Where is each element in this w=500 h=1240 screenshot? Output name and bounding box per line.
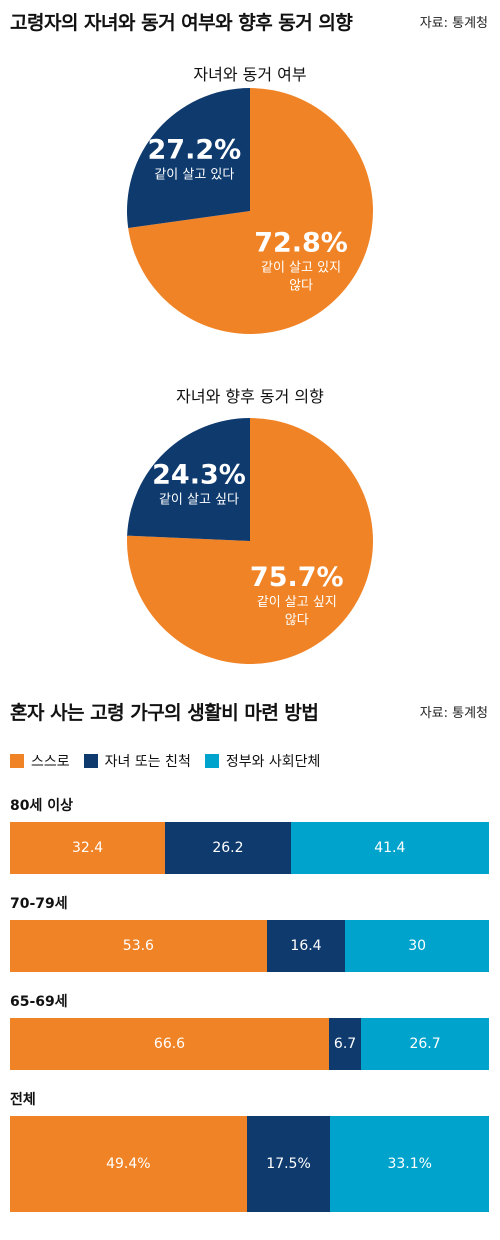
bar-segment-2-2-label: 26.7: [409, 1036, 441, 1052]
legend-swatch-government: [204, 754, 219, 768]
section2-source: 자료: 통계청: [419, 706, 488, 721]
pie2-slice-1-label: 같이 살고 싶다: [159, 493, 239, 508]
bar-group-label: 65-69세: [10, 994, 68, 1010]
legend-swatch-self: [10, 754, 24, 768]
legend-swatch-children: [83, 754, 98, 768]
bar-segment-1-1-label: 16.4: [290, 938, 322, 954]
bar-segment-3-1-label: 17.5%: [266, 1156, 311, 1172]
section1-title: 고령자의 자녀와 동거 여부와 향후 동거 의향: [10, 12, 353, 34]
bar-segment-3-0: 49.4%: [10, 1116, 247, 1212]
legend-item-children: 자녀 또는 친척: [83, 751, 191, 771]
pie1-slice-0: [128, 88, 373, 334]
bar-segment-1-0-label: 53.6: [122, 938, 154, 954]
legend-item-self: 스스로: [10, 751, 70, 771]
bar-segment-0-2-label: 41.4: [374, 840, 406, 856]
pie1-slice-1: [127, 88, 250, 228]
legend-label-children: 자녀 또는 친척: [104, 754, 191, 770]
pie2-slice-1-value: 24.3%: [152, 460, 246, 491]
bar-group-label: 80세 이상: [10, 798, 73, 814]
bar-segment-3-2: 33.1%: [330, 1116, 489, 1212]
bar-segment-2-1-label: 6.7: [333, 1036, 357, 1052]
bar-segment-0-0: 32.4: [10, 822, 166, 874]
bar-segment-1-1: 16.4: [266, 920, 346, 972]
section1-source: 자료: 통계청: [419, 16, 488, 31]
bar-segment-2-0: 66.6: [10, 1018, 329, 1070]
bar-segment-3-2-label: 33.1%: [387, 1156, 432, 1172]
pie2-slice-1: [127, 418, 250, 541]
stacked-bar: 66.6 6.7 26.7: [10, 1018, 489, 1070]
bar-group-label: 전체: [10, 1092, 36, 1108]
pie2-slice-0-label: 같이 살고 싶지: [257, 595, 337, 610]
legend-label-self: 스스로: [31, 754, 70, 770]
pie1-slice-0-label: 같이 살고 있지: [261, 260, 341, 275]
stacked-bar: 49.4% 17.5% 33.1%: [10, 1116, 489, 1212]
bar-segment-0-0-label: 32.4: [72, 840, 104, 856]
bar-segment-0-1-label: 26.2: [212, 840, 244, 856]
bar-segment-2-1: 6.7: [329, 1018, 362, 1070]
bar-segment-3-1: 17.5%: [246, 1116, 331, 1212]
pie2-title: 자녀와 향후 동거 의향: [176, 387, 324, 406]
legend-label-government: 정부와 사회단체: [225, 754, 321, 770]
bar-group-label: 70-79세: [10, 896, 68, 912]
stacked-bar: 32.4 26.2 41.4: [10, 822, 489, 874]
legend-item-government: 정부와 사회단체: [204, 751, 321, 771]
pie2-slice-0: [126, 418, 373, 664]
pie1-slice-1-value: 27.2%: [148, 135, 242, 166]
pie2-slice-0-label: 않다: [285, 613, 309, 628]
bar-segment-1-0: 53.6: [10, 920, 267, 972]
bar-segment-2-2: 26.7: [361, 1018, 489, 1070]
bar-segment-3-0-label: 49.4%: [106, 1156, 151, 1172]
section2-title: 혼자 사는 고령 가구의 생활비 마련 방법: [10, 702, 319, 724]
bar-chart-legend: 스스로 자녀 또는 친척 정부와 사회단체: [10, 751, 334, 771]
stacked-bar: 53.6 16.4 30: [10, 920, 489, 972]
bar-segment-1-2-label: 30: [408, 938, 427, 954]
pie1-slice-0-value: 72.8%: [254, 227, 348, 258]
pie1-slice-0-label: 않다: [289, 278, 313, 293]
pie2-slice-0-value: 75.7%: [250, 562, 344, 593]
bar-segment-1-2: 30: [345, 920, 489, 972]
bar-segment-0-1: 26.2: [165, 822, 291, 874]
pie1-title: 자녀와 동거 여부: [193, 65, 307, 84]
bar-segment-2-0-label: 66.6: [153, 1036, 186, 1052]
bar-segment-0-2: 41.4: [290, 822, 489, 874]
pie1-slice-1-label: 같이 살고 있다: [154, 168, 234, 183]
